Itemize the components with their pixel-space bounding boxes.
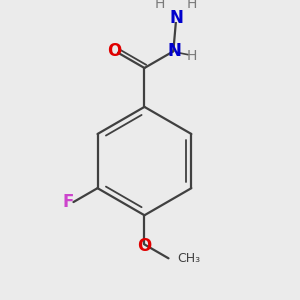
Text: O: O (107, 42, 122, 60)
Text: O: O (137, 237, 152, 255)
Text: H: H (187, 0, 197, 11)
Text: CH₃: CH₃ (177, 252, 200, 265)
Text: N: N (168, 42, 182, 60)
Text: F: F (63, 193, 74, 211)
Text: H: H (155, 0, 165, 11)
Text: N: N (170, 9, 184, 27)
Text: H: H (187, 49, 197, 63)
